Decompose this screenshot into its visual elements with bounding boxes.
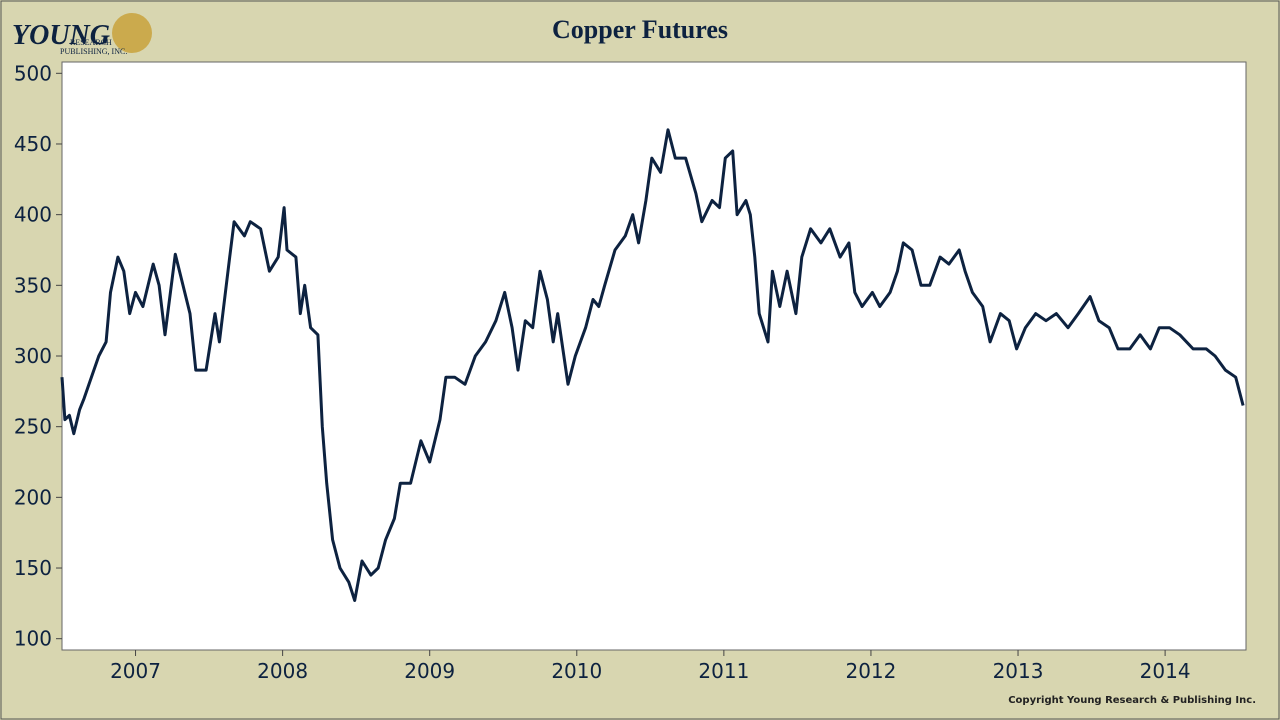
y-tick-label: 350 bbox=[14, 273, 52, 297]
plot-area bbox=[61, 61, 1247, 651]
x-tick-label: 2010 bbox=[551, 659, 602, 683]
x-tick-label: 2009 bbox=[404, 659, 455, 683]
x-tick-label: 2008 bbox=[257, 659, 308, 683]
x-tick-label: 2011 bbox=[698, 659, 749, 683]
y-tick-label: 100 bbox=[14, 627, 52, 651]
y-tick-label: 400 bbox=[14, 203, 52, 227]
x-tick-label: 2013 bbox=[993, 659, 1044, 683]
logo-sub: PUBLISHING, INC. bbox=[60, 47, 127, 56]
y-tick-label: 150 bbox=[14, 556, 52, 580]
line-series bbox=[60, 128, 1245, 602]
x-tick-label: 2007 bbox=[110, 659, 161, 683]
logo-sub: RESEARCH bbox=[70, 38, 112, 47]
chart-title: Copper Futures bbox=[552, 15, 728, 44]
y-tick-label: 200 bbox=[14, 485, 52, 509]
copyright: Copyright Young Research & Publishing In… bbox=[1008, 695, 1256, 706]
x-tick-label: 2014 bbox=[1140, 659, 1191, 683]
y-tick-label: 500 bbox=[14, 61, 52, 85]
x-tick-label: 2012 bbox=[845, 659, 896, 683]
logo-name: YOUNG bbox=[12, 20, 110, 51]
logo-globe bbox=[112, 13, 152, 53]
y-tick-label: 300 bbox=[14, 344, 52, 368]
y-tick-label: 250 bbox=[14, 415, 52, 439]
y-tick-label: 450 bbox=[14, 132, 52, 156]
